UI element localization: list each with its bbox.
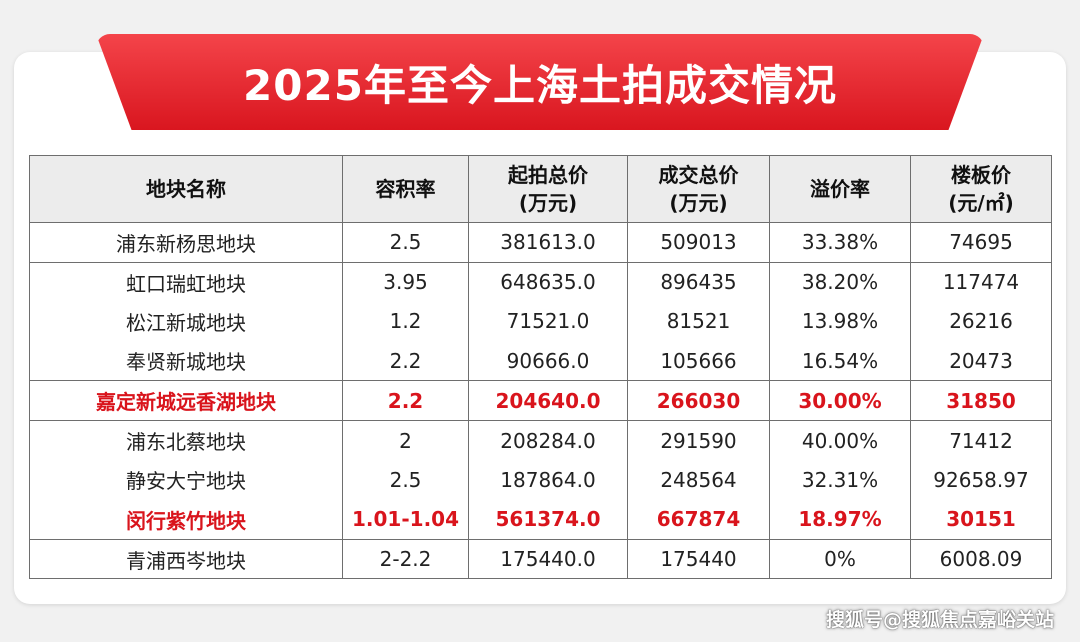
cell-plot-name: 嘉定新城远香湖地块 [29,380,343,421]
cell-deal-price: 509013 [627,222,770,263]
table-row: 浦东新杨思地块 2.5 381613.0 509013 33.38% 74695 [29,222,1052,263]
cell-floor-price: 92658.97 [910,460,1052,500]
title-banner: 2025年至今上海土拍成交情况 [96,34,984,130]
cell-premium: 32.31% [769,460,911,500]
cell-plot-name: 浦东新杨思地块 [29,222,343,263]
cell-far: 1.01-1.04 [342,499,469,540]
table-row: 松江新城地块 1.2 71521.0 81521 13.98% 26216 [29,301,1052,342]
cell-premium: 16.54% [769,341,911,382]
cell-deal-price: 105666 [627,341,770,382]
cell-plot-name: 青浦西岑地块 [29,539,343,580]
cell-deal-price: 248564 [627,460,770,500]
land-auction-table: 地块名称 容积率 起拍总价 (万元) 成交总价 (万元) 溢价率 楼板价 (元/… [29,155,1052,580]
cell-far: 2.2 [342,380,469,421]
cell-floor-price: 31850 [910,380,1052,421]
cell-floor-price: 30151 [910,499,1052,540]
cell-deal-price: 291590 [627,420,770,461]
cell-deal-price: 81521 [627,301,770,342]
cell-start-price: 90666.0 [468,341,628,382]
cell-plot-name: 闵行紫竹地块 [29,499,343,540]
header-plot-name: 地块名称 [29,155,343,223]
cell-plot-name: 奉贤新城地块 [29,341,343,382]
cell-start-price: 187864.0 [468,460,628,500]
cell-far: 1.2 [342,301,469,342]
header-premium: 溢价率 [769,155,911,223]
watermark-text: 搜狐号@搜狐焦点嘉峪关站 [825,609,1054,631]
cell-far: 2.2 [342,341,469,382]
header-deal-price: 成交总价 (万元) [627,155,770,223]
table-row: 虹口瑞虹地块 3.95 648635.0 896435 38.20% 11747… [29,262,1052,302]
table-row: 青浦西岑地块 2-2.2 175440.0 175440 0% 6008.09 [29,539,1052,580]
cell-premium: 33.38% [769,222,911,263]
header-start-price: 起拍总价 (万元) [468,155,628,223]
cell-start-price: 204640.0 [468,380,628,421]
cell-start-price: 648635.0 [468,262,628,302]
header-far: 容积率 [342,155,469,223]
cell-plot-name: 虹口瑞虹地块 [29,262,343,302]
cell-deal-price: 175440 [627,539,770,580]
header-floor-price: 楼板价 (元/㎡) [910,155,1052,223]
cell-premium: 18.97% [769,499,911,540]
cell-deal-price: 667874 [627,499,770,540]
cell-start-price: 71521.0 [468,301,628,342]
cell-far: 2.5 [342,460,469,500]
cell-floor-price: 20473 [910,341,1052,382]
cell-plot-name: 松江新城地块 [29,301,343,342]
cell-start-price: 381613.0 [468,222,628,263]
cell-premium: 38.20% [769,262,911,302]
cell-floor-price: 71412 [910,420,1052,461]
cell-deal-price: 266030 [627,380,770,421]
cell-far: 3.95 [342,262,469,302]
cell-premium: 30.00% [769,380,911,421]
cell-floor-price: 117474 [910,262,1052,302]
cell-far: 2 [342,420,469,461]
table-row: 静安大宁地块 2.5 187864.0 248564 32.31% 92658.… [29,460,1052,500]
table-row-highlighted: 嘉定新城远香湖地块 2.2 204640.0 266030 30.00% 318… [29,380,1052,421]
cell-plot-name: 静安大宁地块 [29,460,343,500]
cell-far: 2.5 [342,222,469,263]
cell-floor-price: 26216 [910,301,1052,342]
cell-floor-price: 6008.09 [910,539,1052,580]
cell-start-price: 561374.0 [468,499,628,540]
table-header-row: 地块名称 容积率 起拍总价 (万元) 成交总价 (万元) 溢价率 楼板价 (元/… [29,155,1052,223]
cell-premium: 13.98% [769,301,911,342]
cell-deal-price: 896435 [627,262,770,302]
cell-far: 2-2.2 [342,539,469,580]
cell-start-price: 208284.0 [468,420,628,461]
table-row: 浦东北蔡地块 2 208284.0 291590 40.00% 71412 [29,420,1052,461]
cell-start-price: 175440.0 [468,539,628,580]
cell-premium: 40.00% [769,420,911,461]
cell-premium: 0% [769,539,911,580]
cell-plot-name: 浦东北蔡地块 [29,420,343,461]
table-row: 奉贤新城地块 2.2 90666.0 105666 16.54% 20473 [29,341,1052,382]
cell-floor-price: 74695 [910,222,1052,263]
page-title: 2025年至今上海土拍成交情况 [243,60,837,110]
table-row-highlighted: 闵行紫竹地块 1.01-1.04 561374.0 667874 18.97% … [29,499,1052,540]
